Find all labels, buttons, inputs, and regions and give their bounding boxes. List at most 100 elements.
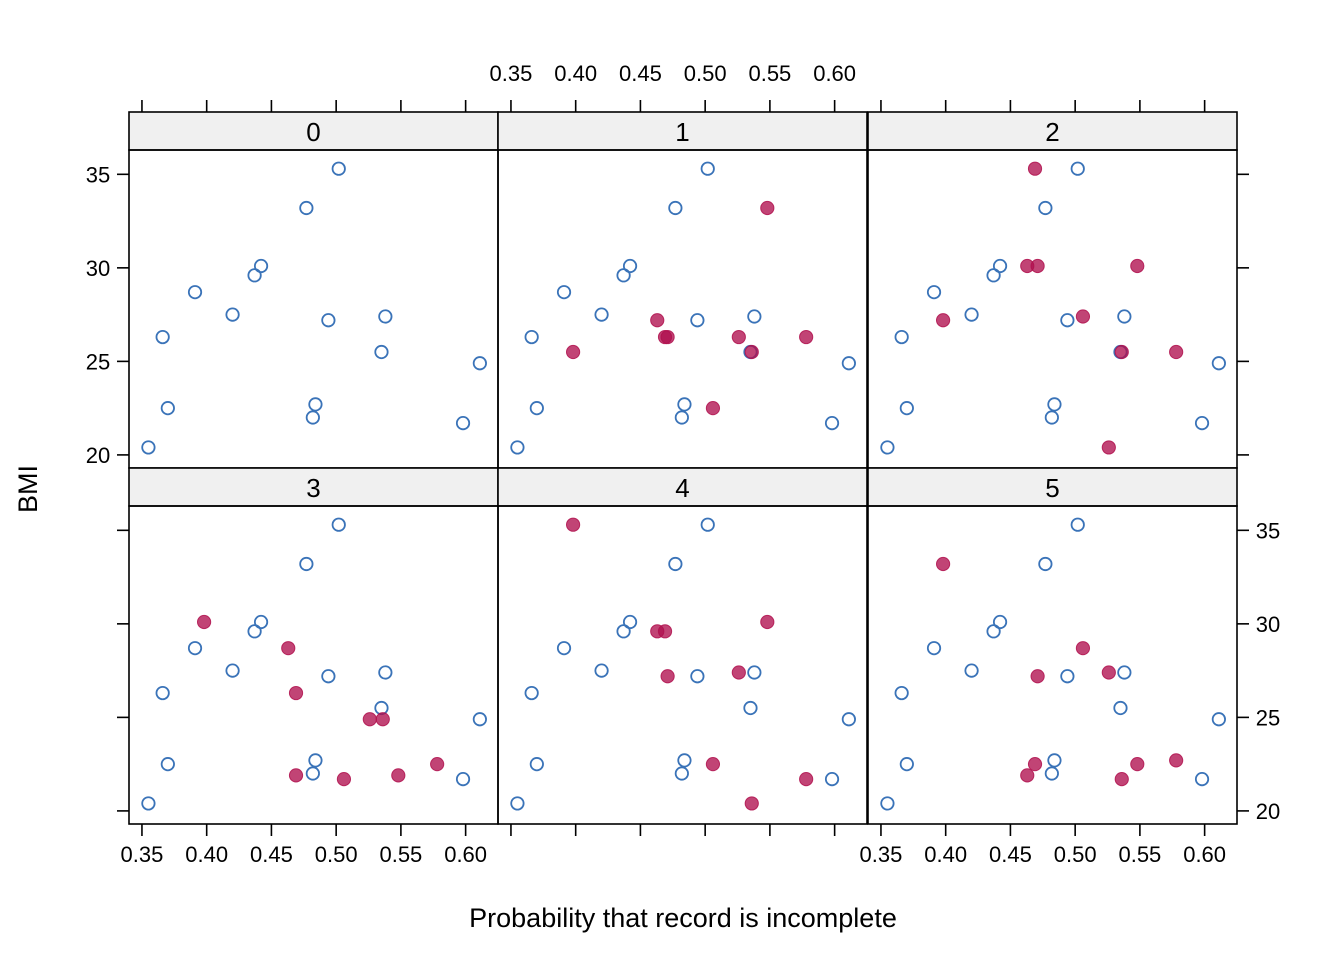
x-tick-label: 0.60	[444, 842, 487, 867]
x-tick-label: 0.35	[490, 61, 533, 86]
imputed-point	[281, 641, 296, 656]
imputed-point	[1101, 665, 1116, 680]
observed-point	[378, 309, 393, 324]
imputed-point	[935, 313, 951, 328]
x-tick-label: 0.45	[989, 842, 1032, 867]
panel-5: 5	[867, 467, 1238, 825]
observed-point	[472, 712, 487, 727]
strip-label-1: 1	[675, 117, 689, 147]
observed-point	[455, 772, 471, 787]
strip-0	[128, 111, 499, 151]
imputed-point	[375, 712, 390, 727]
observed-point	[556, 641, 572, 656]
strip-label-3: 3	[306, 473, 320, 503]
observed-point	[964, 663, 979, 678]
x-ticks-unlabeled	[141, 100, 467, 112]
observed-point	[1194, 416, 1210, 431]
observed-point	[992, 614, 1008, 630]
observed-point	[824, 772, 840, 787]
observed-point	[1047, 397, 1062, 412]
axes-layer: 0.35 0.40 0.45 0.50 0.55 0.60 0.35 0.40 0.45 0.50…	[86, 61, 1280, 867]
observed-point	[1211, 356, 1226, 371]
strip-2	[867, 111, 1238, 151]
y-axis-title: BMI	[13, 465, 43, 513]
x-tick-label: 0.60	[1183, 842, 1226, 867]
imputed-point	[565, 517, 581, 532]
observed-point	[616, 624, 631, 639]
observed-point	[378, 665, 393, 680]
observed-point	[700, 161, 715, 176]
x-tick-label: 0.60	[813, 61, 856, 86]
x-tick-label: 0.40	[185, 842, 228, 867]
observed-point	[700, 517, 715, 532]
panel-frame-0	[128, 149, 499, 469]
imputed-point	[1020, 768, 1035, 783]
imputed-point	[650, 313, 665, 328]
imputed-point	[362, 712, 377, 727]
x-ticks-unlabeled	[880, 100, 1206, 112]
observed-point	[743, 700, 758, 716]
y-tick-label: 35	[1256, 518, 1280, 543]
panel-4: 4	[497, 467, 868, 825]
observed-point	[556, 285, 572, 300]
observed-point	[305, 410, 320, 425]
observed-point	[455, 416, 471, 431]
imputed-point	[1075, 309, 1091, 324]
strip-4	[497, 467, 868, 507]
imputed-point	[799, 772, 814, 787]
x-axis-top: 0.35 0.40 0.45 0.50 0.55 0.60	[490, 61, 856, 112]
x-ticks-unlabeled	[510, 824, 836, 836]
observed-point	[510, 440, 525, 455]
observed-point	[160, 401, 175, 416]
strip-label-2: 2	[1045, 117, 1059, 147]
observed-point	[1117, 309, 1132, 324]
observed-point	[594, 307, 609, 322]
observed-point	[677, 397, 692, 412]
strip-label-5: 5	[1045, 473, 1059, 503]
imputed-point	[799, 329, 814, 345]
observed-point	[1211, 712, 1226, 727]
observed-point	[225, 307, 240, 322]
x-tick-label: 0.55	[379, 842, 422, 867]
x-tick-label: 0.50	[315, 842, 358, 867]
observed-point	[160, 757, 175, 772]
observed-point	[1044, 766, 1059, 781]
observed-point	[616, 268, 631, 283]
imputed-point	[288, 768, 304, 783]
observed-point	[894, 329, 909, 345]
x-tick-label: 0.40	[924, 842, 967, 867]
observed-point	[926, 641, 942, 656]
observed-point	[247, 624, 262, 639]
observed-point	[894, 685, 909, 701]
x-axis-bottom: 0.35 0.40 0.45 0.50 0.55 0.60	[121, 824, 487, 867]
imputed-point	[1030, 258, 1045, 274]
observed-point	[1044, 410, 1059, 425]
strip-1	[497, 111, 868, 151]
imputed-point	[391, 768, 406, 783]
x-tick-label: 0.40	[554, 61, 597, 86]
observed-point	[141, 440, 156, 455]
x-tick-label: 0.50	[1054, 842, 1097, 867]
observed-point	[331, 161, 346, 176]
y-tick-label: 20	[86, 443, 110, 468]
panel-2: 2	[867, 111, 1238, 469]
x-tick-label: 0.55	[1118, 842, 1161, 867]
x-tick-label: 0.45	[250, 842, 293, 867]
x-axis-bottom: 0.35 0.40 0.45 0.50 0.55 0.60	[860, 824, 1226, 867]
observed-point	[141, 796, 156, 811]
panel-frame-2	[867, 149, 1238, 469]
observed-point	[880, 440, 895, 455]
observed-point	[622, 258, 638, 274]
x-tick-label: 0.45	[619, 61, 662, 86]
observed-point	[308, 397, 323, 412]
observed-point	[529, 757, 544, 772]
observed-point	[899, 757, 914, 772]
observed-point	[1038, 200, 1053, 216]
observed-point	[690, 669, 705, 684]
observed-point	[524, 329, 539, 345]
observed-point	[899, 401, 914, 416]
imputed-point	[336, 772, 352, 787]
observed-point	[510, 796, 525, 811]
observed-point	[1047, 753, 1062, 768]
strip-3	[128, 467, 499, 507]
